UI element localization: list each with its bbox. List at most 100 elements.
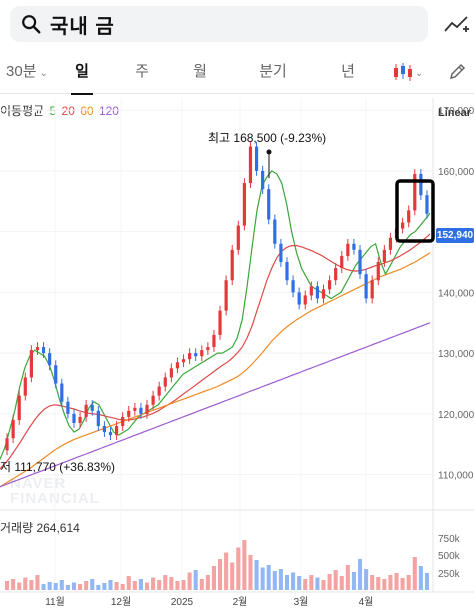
volume-bar (412, 557, 417, 590)
candle-body (273, 219, 277, 244)
volume-bar (108, 580, 113, 590)
candle-body (352, 243, 356, 250)
tab-year[interactable]: 년 (328, 52, 368, 94)
volume-bar (151, 577, 156, 590)
volume-bar (218, 559, 223, 590)
candle-body (340, 255, 344, 269)
volume-bar (157, 580, 162, 590)
volume-bar (205, 575, 210, 590)
candle-body (218, 310, 222, 335)
y-tick-label: 120,000 (438, 410, 474, 421)
volume-bar (278, 569, 283, 590)
volume-bar (351, 572, 356, 590)
candle-body (11, 419, 15, 439)
candle-body (315, 286, 320, 299)
candle-body (206, 347, 210, 351)
volume-bar (388, 575, 393, 590)
volume-bar (71, 582, 77, 590)
volume-bar (248, 555, 253, 590)
candle-body (254, 146, 259, 171)
high-annotation: 최고 168,500 (-9.23%) (208, 131, 326, 145)
volume-bar (364, 569, 369, 590)
ma60-line (0, 252, 431, 488)
candle-body (175, 362, 180, 369)
watermark-line-2: FINANCIAL (10, 490, 100, 507)
candle-body (376, 262, 380, 281)
candle-body (419, 173, 423, 196)
volume-tick-layer: 750k 500k 250k (438, 534, 461, 580)
y-tick-label: 110,000 (438, 471, 474, 482)
candle-body (261, 170, 265, 190)
x-tick-label: 4월 (359, 596, 374, 608)
low-annotation: 저 111,770 (+36.83%) (0, 460, 115, 474)
tab-30min[interactable]: 30분 ⌄ (4, 52, 50, 94)
candle-body (139, 407, 143, 414)
highlight-box (395, 179, 435, 243)
compare-chart-icon[interactable] (444, 14, 470, 36)
candle-body (291, 280, 295, 293)
volume-bar (266, 565, 271, 590)
ma20-line (0, 233, 431, 470)
candle-body (200, 350, 204, 357)
scale-label[interactable]: Linear (438, 107, 472, 119)
candle-body (17, 395, 21, 420)
volume-bar (327, 574, 332, 590)
candle-body (151, 395, 155, 405)
volume-bar (193, 570, 198, 590)
y-tick-label: 170,000 (438, 106, 474, 117)
volume-legend: 거래량 264,614 (0, 521, 80, 535)
candle-body (41, 347, 46, 354)
candle-body (84, 404, 88, 417)
candle-body (242, 183, 246, 226)
volume-bar (5, 581, 10, 590)
x-tick-label: 2025 (171, 597, 194, 608)
candlestick-icon: ⌄ (394, 63, 423, 82)
volume-bar (333, 570, 338, 590)
candle-body (194, 353, 198, 357)
volume-bar (175, 581, 180, 590)
volume-bar (120, 584, 125, 590)
candle-body (157, 386, 161, 396)
candle-body (163, 377, 167, 387)
volume-bar (297, 576, 302, 590)
candle-body (188, 353, 192, 360)
ma-legend: 이동평균 5 20 60 120 (0, 102, 121, 119)
tab-month[interactable]: 월 (180, 52, 220, 94)
candle-body (230, 249, 234, 281)
volume-bar (224, 552, 229, 590)
chart-type-selector[interactable]: ⌄ (386, 52, 426, 94)
tab-quarter[interactable]: 분기 (250, 52, 296, 94)
volume-bar (357, 559, 363, 590)
candle-body (346, 243, 350, 256)
volume-bar (181, 580, 186, 590)
candle-body (303, 295, 307, 305)
tab-30min-label: 30분 (6, 63, 37, 80)
tab-week[interactable]: 주 (122, 52, 162, 94)
candle-body (327, 280, 332, 290)
candle-body (96, 410, 100, 427)
candle-body (102, 426, 107, 433)
candle-body (425, 195, 429, 214)
volume-bar (406, 575, 411, 590)
volume-bar (303, 579, 308, 590)
candle-body (297, 292, 301, 305)
candle-layer (5, 141, 429, 456)
candle-body (133, 407, 137, 411)
volume-tick-label: 250k (438, 569, 461, 580)
candle-body (72, 413, 76, 423)
candle-body (236, 225, 240, 250)
candle-body (382, 249, 386, 263)
pencil-icon[interactable] (448, 62, 466, 82)
candle-body (181, 359, 186, 363)
volume-bar (424, 573, 429, 590)
candle-body (279, 243, 283, 263)
volume-tick-label: 750k (438, 534, 461, 545)
svg-text:⌄: ⌄ (415, 68, 421, 79)
tab-day[interactable]: 일 (62, 52, 102, 95)
chevron-down-icon: ⌄ (39, 68, 48, 79)
search-input[interactable]: 국내 금 (10, 6, 428, 42)
volume-bar (65, 585, 70, 590)
candle-body (212, 334, 216, 348)
moving-average-layer (0, 170, 431, 488)
